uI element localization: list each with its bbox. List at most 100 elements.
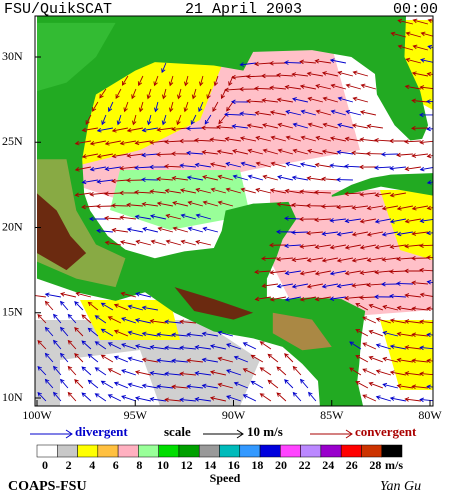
wind-arrow [176,114,182,126]
wind-arrow [254,110,271,116]
wind-arrow [419,243,433,248]
wind-arrow [240,161,257,168]
wind-arrow [269,188,287,194]
wind-arrow [381,257,398,262]
wind-arrow [123,101,129,113]
wind-arrow [224,112,241,117]
wind-arrow [277,122,294,129]
wind-arrow [298,216,316,222]
wind-arrow [67,339,77,350]
wind-arrow [161,114,167,126]
wind-arrow [330,109,347,116]
wind-arrow [336,257,354,263]
wind-arrow [111,178,128,184]
wind-arrow [299,378,309,389]
legend: divergent scale 10 m/s convergent [30,424,417,439]
wind-arrow [59,326,69,337]
colorbar-label: 14 [204,458,216,472]
wind-arrow [291,202,308,208]
wind-arrow [307,96,324,103]
wind-arrow [242,394,257,402]
wind-arrow [96,179,113,184]
wind-arrow [107,394,122,402]
wind-arrow [366,257,383,263]
wind-arrow [94,315,107,324]
wind-arrow [246,123,264,129]
wind-arrow [225,187,242,194]
lat-label: 25N [2,134,23,148]
wind-arrow [284,243,301,249]
wind-arrow [111,227,128,233]
wind-arrow [171,332,188,338]
wind-arrow [321,71,339,77]
wind-arrow [157,226,174,233]
wind-arrow [300,135,317,142]
wind-arrow [134,344,152,350]
wind-arrow [115,88,122,99]
wind-arrow [178,138,196,144]
colorbar-swatch [280,444,301,458]
wind-arrow [362,342,377,350]
wind-arrow [426,358,433,364]
wind-arrow [239,62,256,67]
wind-arrow [74,327,84,337]
wind-arrow [239,136,257,142]
wind-arrow [412,18,429,25]
wind-arrow [119,140,137,146]
speed-patch [380,320,433,390]
wind-arrow [150,239,167,246]
highland [272,312,332,351]
colorbar-swatch [117,444,139,458]
footer-right: Yan Gu [380,479,421,494]
wind-arrow [44,292,62,298]
wind-arrow [59,378,69,389]
wind-arrow [113,381,129,389]
wind-arrow [171,126,188,132]
wind-arrow [404,84,422,90]
wind-arrow [179,188,197,194]
wind-arrow [224,87,241,93]
wind-arrow [355,329,369,337]
wind-arrow [412,44,429,51]
wind-arrow [359,137,376,142]
wind-arrow [344,136,361,142]
wind-arrow [137,75,144,87]
colorbar-swatch [36,444,58,458]
wind-arrow [358,164,376,170]
wind-arrow [156,358,173,363]
colorbar-label: 2 [66,458,72,472]
wind-arrow [156,176,173,182]
wind-arrow [259,341,272,350]
map: 30N 25N 20N 15N 10N 100W 95W 90W 85W 80W [2,15,442,422]
wind-arrow [374,137,391,143]
wind-arrow [140,177,158,182]
wind-arrow [201,383,218,389]
wind-arrow [156,332,173,337]
wind-arrow [259,367,272,376]
wind-arrow [321,283,339,289]
wind-arrow [368,303,384,311]
wind-arrow [321,176,338,182]
wind-arrow [375,343,392,350]
wind-arrow [149,214,167,220]
wind-arrow [389,396,407,402]
wind-arrow [351,231,369,237]
colorbar-swatch [138,444,159,458]
wind-arrow [179,319,196,325]
wind-arrow [299,162,317,168]
wind-arrow [267,379,279,389]
wind-arrow [53,313,62,324]
wind-arrow [292,365,302,376]
wind-arrow [120,291,137,298]
wind-arrow [94,341,107,350]
wind-arrow [388,138,406,144]
wind-arrow [419,345,433,351]
wind-arrow [126,127,144,133]
colorbar-swatch [340,444,362,458]
wind-arrow [96,127,114,133]
wind-arrow [104,215,121,221]
wind-arrow [389,269,406,274]
wind-arrow [89,166,107,172]
wind-arrow [284,216,301,221]
wind-arrow [179,163,196,168]
